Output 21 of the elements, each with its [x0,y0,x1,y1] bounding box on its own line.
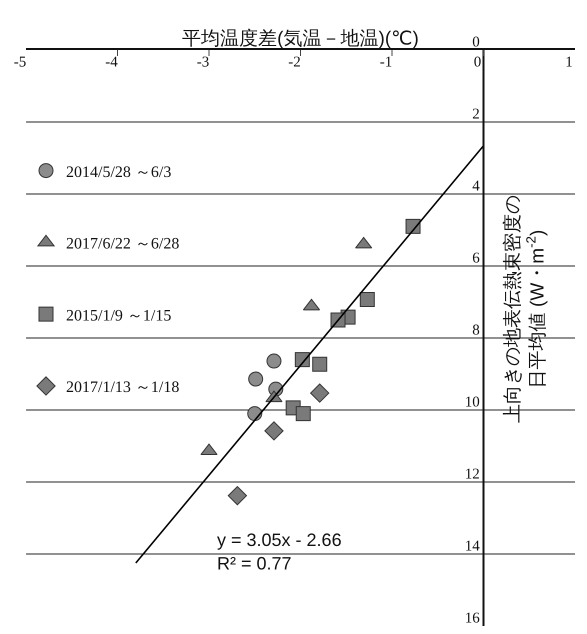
x-tick-label: -2 [288,54,301,70]
legend-label: 2014/5/28 ～6/3 [66,164,172,181]
y-tick-label: 2 [472,106,480,122]
x-tick-label: -3 [196,54,210,70]
annotation: y = 3.05x - 2.66 R² = 0.77 [217,530,342,574]
legend-label: 2017/6/22 ～6/28 [66,236,180,253]
y-tick-label: 6 [472,250,480,266]
x-axis-title: 平均温度差(気温－地温)(℃) [182,28,419,50]
y-tick-label: 8 [472,322,480,338]
y-tick-label: 10 [464,394,480,410]
legend-label: 2017/1/13 ～1/18 [66,379,180,396]
y-tick-label: 0 [472,34,480,50]
y-tick-label: 14 [464,538,480,554]
y-tick-label: 12 [464,466,480,482]
x-tick-label: 1 [565,54,573,70]
x-tick-label: -1 [380,54,392,70]
x-tick-label: -5 [14,54,26,70]
y-tick-label: 4 [472,178,480,194]
y-tick-label: 16 [464,610,480,626]
legend-label: 2015/1/9 ～1/15 [66,307,172,324]
x-tick-label: -4 [105,54,118,70]
